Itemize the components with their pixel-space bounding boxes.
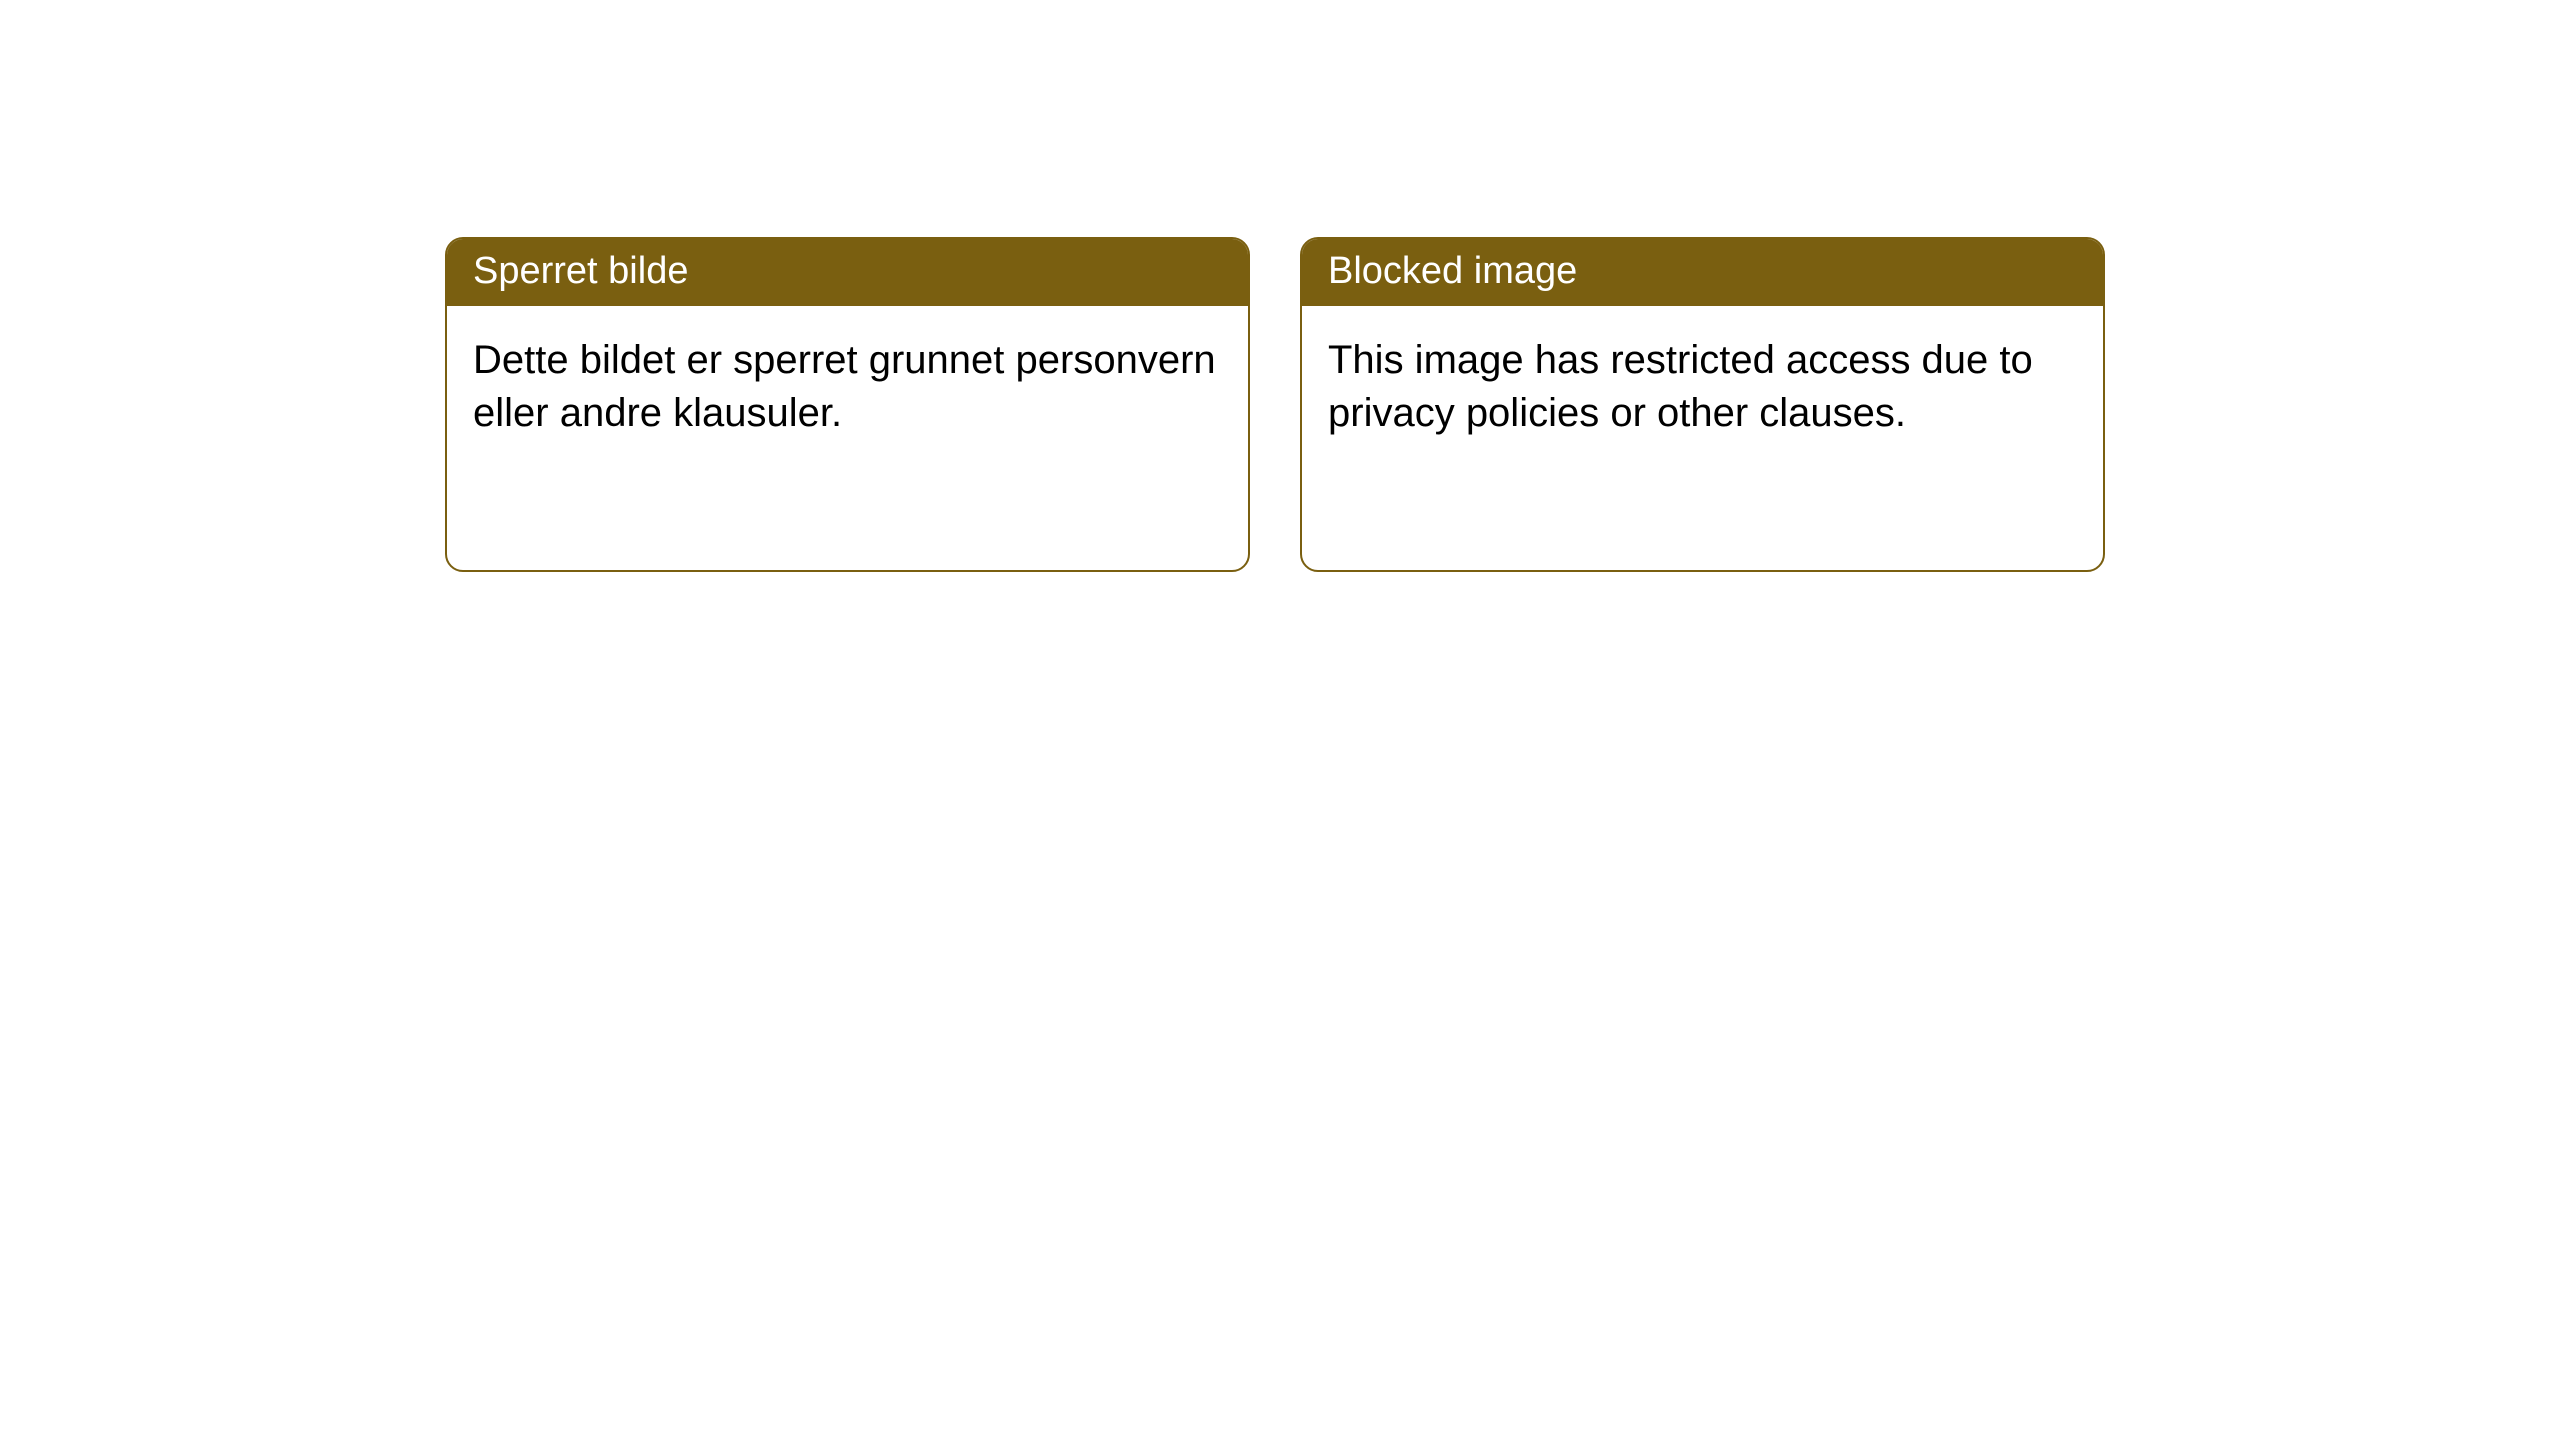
notice-card-body: Dette bildet er sperret grunnet personve… bbox=[447, 306, 1248, 468]
notice-card-title: Sperret bilde bbox=[447, 239, 1248, 306]
notice-cards-container: Sperret bilde Dette bildet er sperret gr… bbox=[445, 237, 2105, 572]
notice-card-norwegian: Sperret bilde Dette bildet er sperret gr… bbox=[445, 237, 1250, 572]
notice-card-english: Blocked image This image has restricted … bbox=[1300, 237, 2105, 572]
notice-card-title: Blocked image bbox=[1302, 239, 2103, 306]
notice-card-body: This image has restricted access due to … bbox=[1302, 306, 2103, 468]
